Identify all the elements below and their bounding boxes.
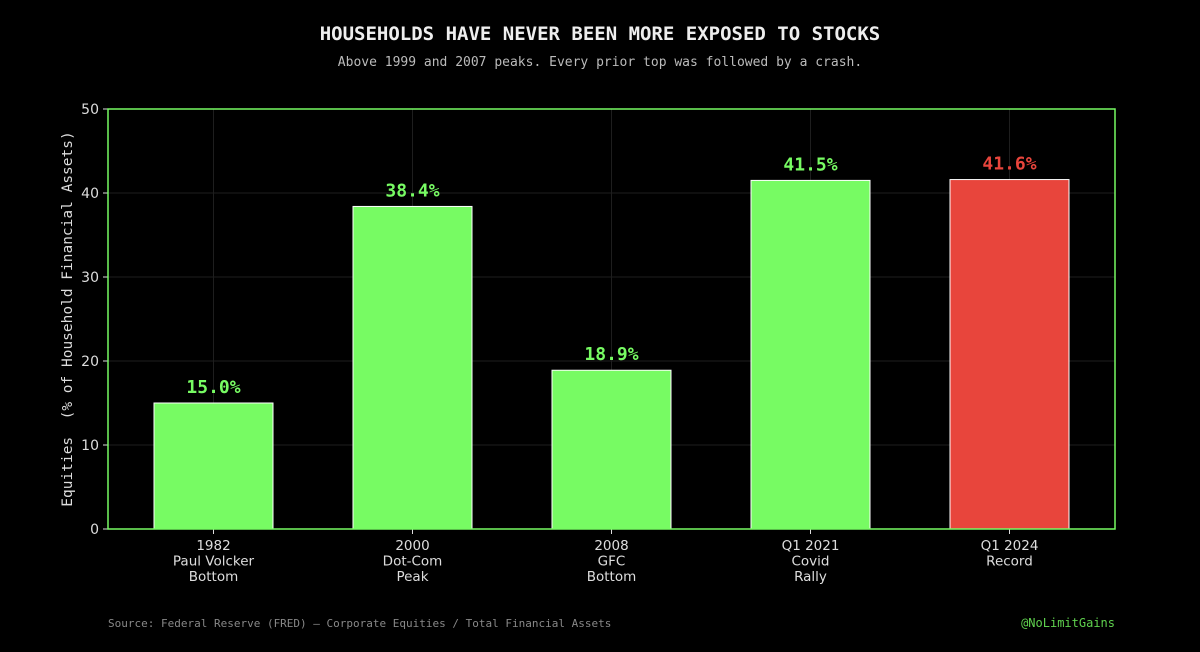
y-tick-label: 30 — [81, 270, 99, 286]
x-tick-label: Q1 2021 Covid Rally — [782, 538, 840, 585]
x-axis-ticks: 1982 Paul Volcker Bottom 2000 Dot-Com Peak 200… — [173, 529, 1039, 585]
author-handle: @NoLimitGains — [1021, 616, 1115, 630]
y-axis-ticks: 0 10 20 30 40 50 — [81, 102, 108, 538]
x-tick-label: Q1 2024 Record — [981, 538, 1039, 570]
bars — [153, 179, 1070, 530]
bar — [352, 205, 473, 530]
y-tick-label: 40 — [81, 186, 99, 202]
bar — [750, 179, 871, 530]
bar — [153, 402, 274, 530]
source-note: Source: Federal Reserve (FRED) — Corpora… — [108, 617, 611, 630]
x-tick-label: 1982 Paul Volcker Bottom — [173, 538, 255, 585]
y-axis-label: Equities (% of Household Financial Asset… — [60, 131, 76, 506]
y-tick-label: 20 — [81, 354, 99, 370]
value-labels: 15.0% 38.4% 18.9% 41.5% 41.6% — [186, 154, 1036, 398]
bar-value-label: 38.4% — [385, 180, 439, 201]
bar-value-label: 15.0% — [186, 377, 240, 398]
bar — [551, 369, 672, 530]
bar-value-label: 41.5% — [783, 154, 837, 175]
bar-value-label: 18.9% — [584, 344, 638, 365]
plot-frame — [107, 108, 1116, 530]
x-tick-label: 2008 GFC Bottom — [587, 538, 637, 585]
x-tick-label: 2000 Dot-Com Peak — [383, 538, 443, 585]
y-tick-label: 50 — [81, 102, 99, 118]
y-tick-label: 10 — [81, 438, 99, 454]
bar — [949, 179, 1070, 530]
y-tick-label: 0 — [90, 522, 99, 538]
chart-title: HOUSEHOLDS HAVE NEVER BEEN MORE EXPOSED … — [320, 23, 881, 45]
bar-value-label: 41.6% — [982, 154, 1036, 175]
chart-subtitle: Above 1999 and 2007 peaks. Every prior t… — [338, 55, 862, 70]
